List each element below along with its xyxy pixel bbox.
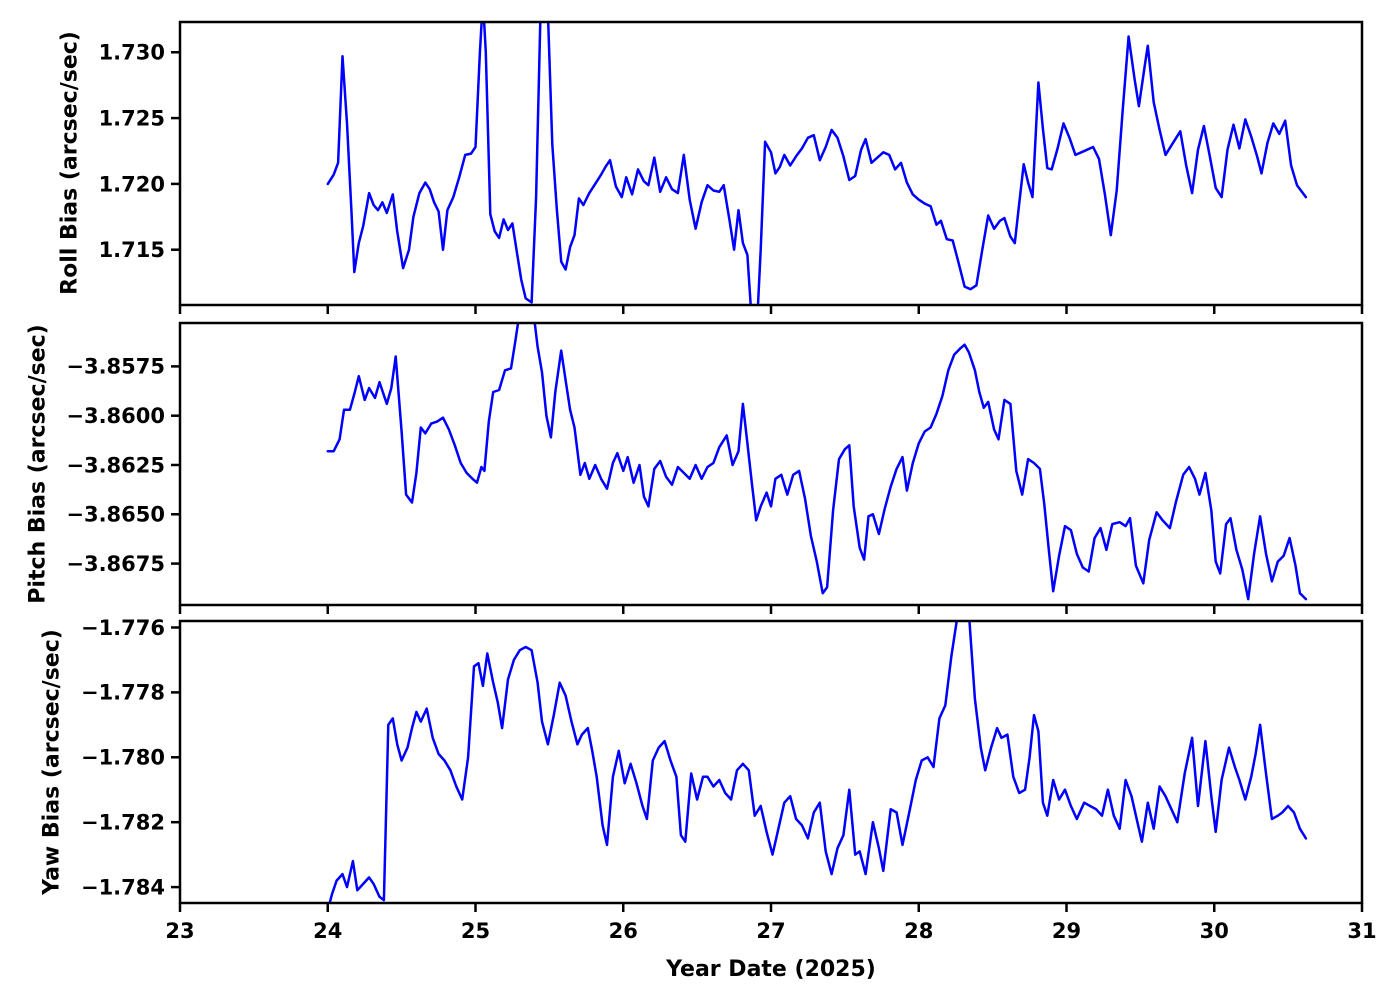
y-tick-label: 1.715 [99, 238, 165, 262]
y-tick-label: 1.725 [99, 106, 165, 130]
yaw-bias-line [328, 621, 1308, 903]
y-tick-label: 1.720 [99, 172, 165, 196]
y-tick-label: −3.8575 [66, 355, 165, 379]
roll-bias-line [326, 22, 1308, 305]
roll-y-axis-label: Roll Bias (arcsec/sec) [57, 31, 83, 295]
pitch-bias-line [326, 323, 1308, 601]
x-tick-label: 29 [1052, 919, 1081, 943]
x-tick-label: 30 [1200, 919, 1229, 943]
x-tick-label: 24 [313, 919, 342, 943]
y-tick-label: −1.784 [81, 875, 165, 899]
yaw-y-axis-label: Yaw Bias (arcsec/sec) [39, 629, 65, 895]
y-tick-label: −1.782 [81, 811, 165, 835]
x-tick-label: 26 [609, 919, 638, 943]
x-tick-label: 27 [756, 919, 785, 943]
y-tick-label: −1.780 [81, 746, 165, 770]
x-tick-label: 31 [1347, 919, 1376, 943]
panel-3-spine [178, 619, 1364, 905]
y-tick-label: 1.730 [99, 41, 165, 65]
x-tick-label: 25 [461, 919, 490, 943]
x-tick-label: 28 [904, 919, 933, 943]
y-tick-label: −3.8625 [66, 453, 165, 477]
pitch-y-axis-label: Pitch Bias (arcsec/sec) [25, 324, 51, 604]
y-tick-label: −3.8600 [66, 404, 165, 428]
y-tick-label: −3.8650 [66, 503, 165, 527]
panel-2-spine [178, 321, 1364, 607]
y-tick-label: −1.776 [81, 616, 165, 640]
y-tick-label: −3.8675 [66, 552, 165, 576]
y-tick-label: −1.778 [81, 681, 165, 705]
x-axis-label: Year Date (2025) [666, 957, 876, 982]
x-tick-label: 23 [165, 919, 194, 943]
